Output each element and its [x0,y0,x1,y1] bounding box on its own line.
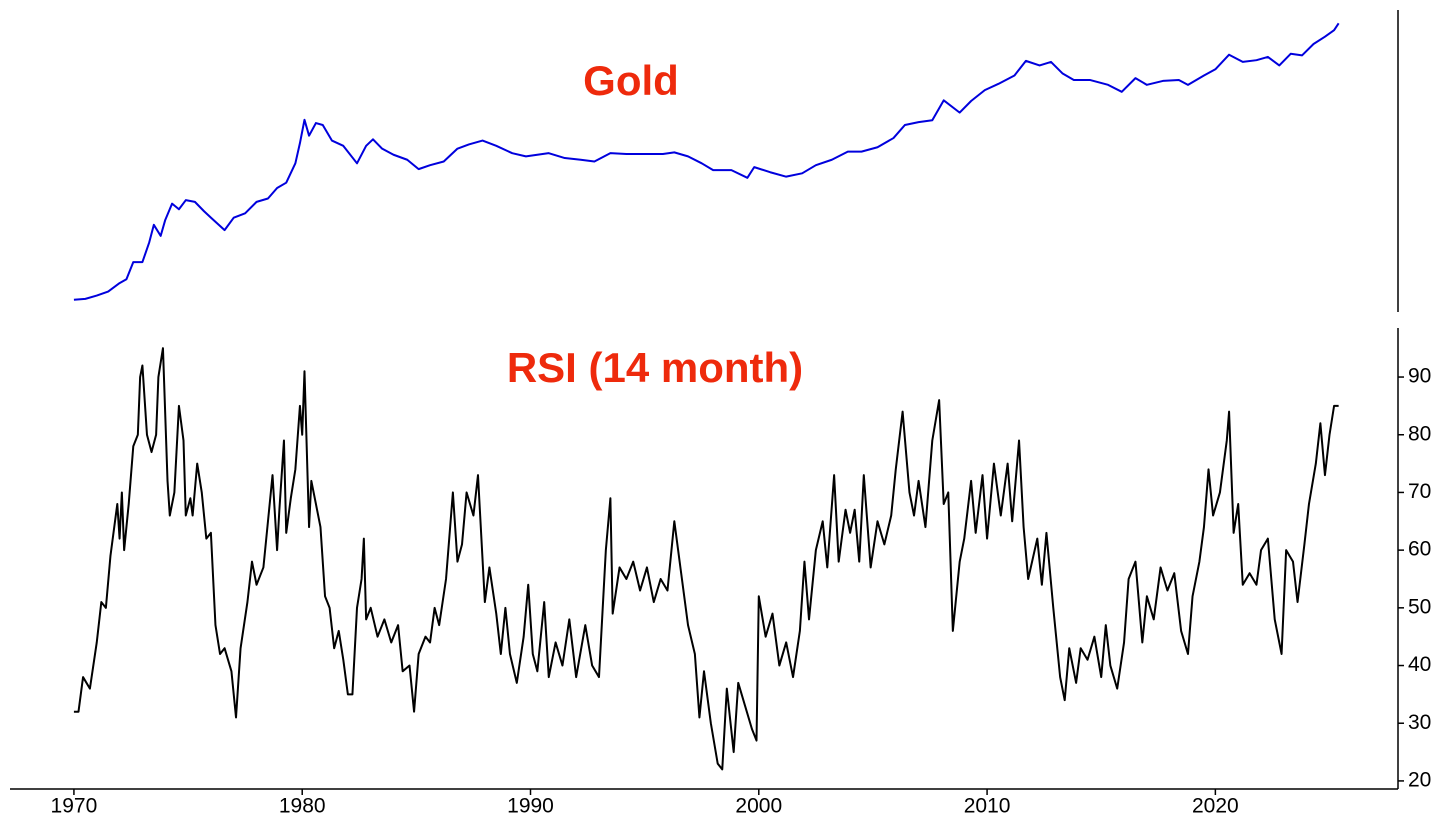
x-tick-label: 1970 [51,795,98,818]
y-tick-label: 20 [1408,768,1431,791]
x-tick-label: 2010 [964,795,1011,818]
price-line [73,347,1339,771]
y-tick-label: 50 [1408,595,1431,618]
price-line [73,22,1340,301]
x-tick-label: 1980 [279,795,326,818]
y-tick-label: 30 [1408,711,1431,734]
x-tick-label: 2000 [735,795,782,818]
y-tick-label: 70 [1408,480,1431,503]
x-tick-label: 1990 [507,795,554,818]
y-tick-label: 40 [1408,653,1431,676]
y-tick-label: 60 [1408,538,1431,561]
gold-title: Gold [583,57,679,104]
x-tick-label: 2020 [1192,795,1239,818]
rsi-title: RSI (14 month) [507,344,803,391]
y-tick-label: 80 [1408,422,1431,445]
y-tick-label: 90 [1408,365,1431,388]
